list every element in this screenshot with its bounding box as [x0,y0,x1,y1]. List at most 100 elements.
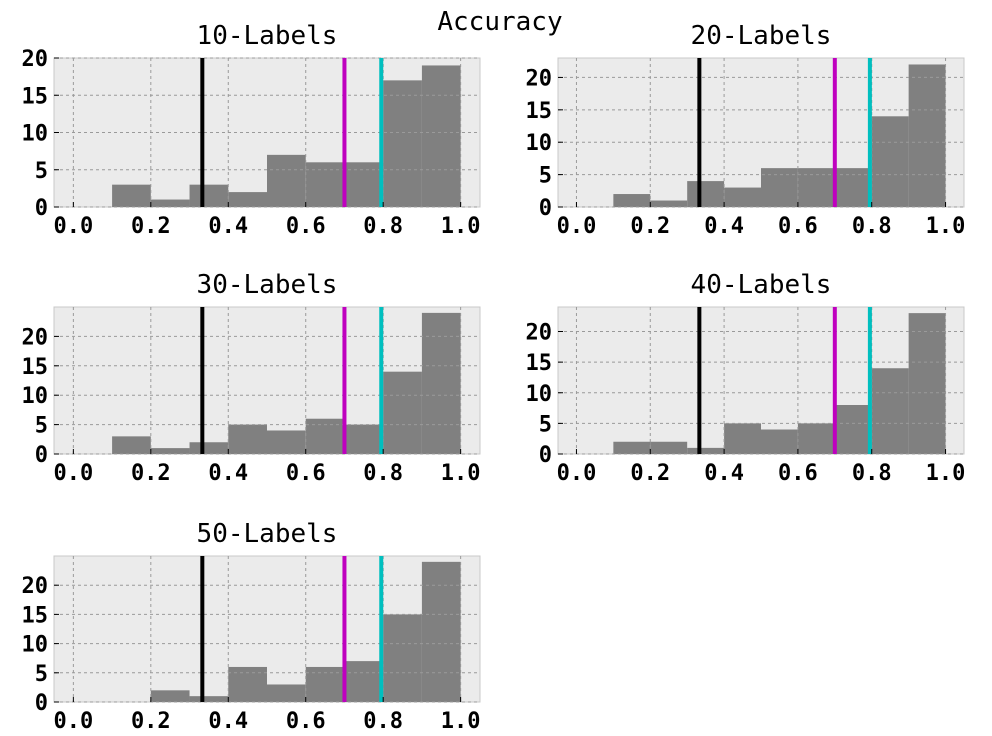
y-tick-label: 10 [22,122,49,147]
x-tick-label: 1.0 [926,461,966,486]
histogram-bar [344,424,384,454]
histogram-bar [871,116,909,207]
histogram-bar [687,447,725,454]
histogram-bar [267,154,306,207]
histogram-bar [834,405,872,454]
x-tick-label: 0.0 [53,461,93,486]
subplot-title: 30-Labels [197,270,338,300]
y-tick-label: 20 [526,66,553,91]
x-tick-label: 1.0 [926,214,966,239]
histogram-bar [305,162,345,207]
x-tick-label: 0.0 [53,214,93,239]
x-tick-label: 0.2 [131,214,171,239]
subplot-title: 20-Labels [691,21,832,51]
subplot-title: 10-Labels [197,21,338,51]
y-tick-label: 15 [22,603,49,628]
x-tick-label: 0.2 [131,709,171,734]
y-tick-label: 15 [22,355,49,380]
histogram-bar [383,371,422,454]
histogram-bar [267,430,306,454]
histogram-bar [112,436,151,454]
y-tick-label: 10 [526,382,553,407]
y-tick-label: 5 [35,159,48,184]
x-tick-label: 0.0 [557,214,597,239]
x-tick-label: 0.4 [208,709,248,734]
y-tick-label: 0 [35,196,48,221]
histogram-bar [189,184,229,207]
figure-title: Accuracy [437,7,562,37]
histogram-bar [421,312,461,454]
x-tick-label: 0.6 [286,709,326,734]
y-tick-label: 10 [22,384,49,409]
histogram-bar [383,80,422,207]
x-tick-label: 0.0 [557,461,597,486]
histogram-bar [421,65,461,207]
x-tick-label: 0.8 [852,461,892,486]
x-tick-label: 0.8 [363,214,403,239]
x-tick-label: 0.2 [630,461,670,486]
x-tick-label: 0.6 [286,461,326,486]
x-tick-label: 0.4 [704,214,744,239]
y-tick-label: 5 [35,414,48,439]
histogram-bar [797,423,835,454]
histogram-bar [421,561,461,702]
y-tick-label: 5 [35,662,48,687]
histogram-bar [228,192,267,207]
histogram-bar [189,442,229,454]
x-tick-label: 0.2 [630,214,670,239]
histogram-bar [650,200,688,207]
histogram-bar [797,168,835,207]
histogram-bar [150,690,190,702]
x-tick-label: 0.4 [208,461,248,486]
y-tick-label: 0 [35,691,48,716]
y-tick-label: 0 [35,443,48,468]
y-tick-label: 5 [539,412,552,437]
y-tick-label: 0 [539,443,552,468]
x-tick-label: 0.4 [704,461,744,486]
subplot-4: 0.0 0.2 0.4 0.6 0.8 1.0 0 5 10 15 20 40-Labels [526,270,966,486]
histogram-bar [189,696,229,702]
subplot-3: 0.0 0.2 0.4 0.6 0.8 1.0 0 5 10 15 20 30-Labels [22,270,481,486]
x-tick-label: 1.0 [441,461,481,486]
histogram-bar [687,181,725,207]
subplot-5: 0.0 0.2 0.4 0.6 0.8 1.0 0 5 10 15 20 50-Labels [22,519,481,734]
histogram-bar [150,448,190,454]
y-tick-label: 15 [22,84,49,109]
x-tick-label: 0.6 [286,214,326,239]
histogram-bar [112,184,151,207]
y-tick-label: 0 [539,196,552,221]
histogram-bar [344,661,384,702]
histogram-bar [724,423,761,454]
x-tick-label: 0.8 [363,709,403,734]
histogram-bar [305,666,345,702]
histogram-bar [267,684,306,702]
histogram-bar [305,418,345,454]
y-tick-label: 15 [526,351,553,376]
subplot-2: 0.0 0.2 0.4 0.6 0.8 1.0 0 5 10 15 20 20-Labels [526,21,966,239]
histogram-bar [650,441,688,454]
histogram-bar [761,429,798,454]
y-tick-label: 20 [22,325,49,350]
x-tick-label: 0.2 [131,461,171,486]
subplot-1: 0.0 0.2 0.4 0.6 0.8 1.0 0 5 10 15 20 10-Labels [22,21,481,239]
histogram-bar [344,162,384,207]
y-tick-label: 20 [22,574,49,599]
y-tick-label: 20 [22,47,49,72]
x-tick-label: 0.8 [363,461,403,486]
x-tick-label: 0.6 [778,461,818,486]
histogram-bar [908,64,946,207]
y-tick-label: 10 [22,633,49,658]
histogram-bar [724,187,761,207]
histogram-bar [871,368,909,454]
x-tick-label: 0.0 [53,709,93,734]
histogram-bar [228,666,267,702]
y-tick-label: 20 [526,321,553,346]
y-tick-label: 15 [526,99,553,124]
x-tick-label: 1.0 [441,214,481,239]
histogram-bar [761,168,798,207]
histogram-bar [613,194,651,207]
histogram-bar [834,168,872,207]
histogram-bar [613,441,651,454]
subplot-title: 40-Labels [691,270,832,300]
